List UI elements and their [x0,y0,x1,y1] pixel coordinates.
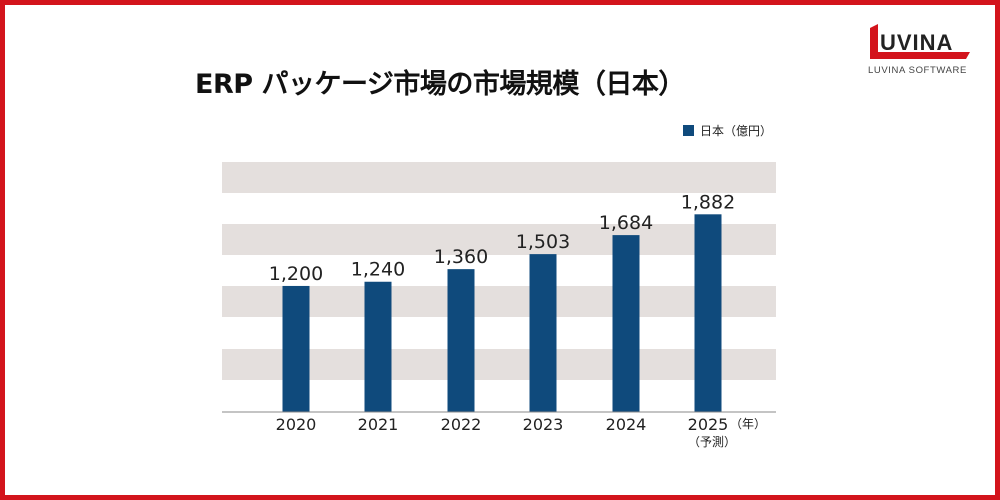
grid-band [222,162,776,193]
grid-band [222,286,776,317]
legend-swatch [683,125,694,136]
x-tick-label: 2025 [688,415,729,434]
data-label: 1,200 [269,263,323,285]
grid-band [222,224,776,255]
bar-2022 [447,269,475,412]
forecast-note: （予測） [688,435,736,449]
bar-2025 [694,214,722,412]
x-axis-unit: （年） [730,417,766,431]
data-label: 1,684 [599,212,653,234]
bar-2024 [612,235,640,412]
legend: 日本（億円） [683,122,772,139]
svg-text:UVINA: UVINA [880,30,953,55]
x-tick-label: 2022 [441,415,482,434]
grid-band [222,349,776,380]
data-label: 1,503 [516,231,570,253]
luvina-logo: UVINA LUVINA SOFTWARE [868,24,970,76]
x-tick-label: 2023 [523,415,564,434]
data-label: 1,882 [681,191,735,213]
x-tick-label: 2020 [276,415,317,434]
data-label: 1,240 [351,259,405,281]
chart-title: ERP パッケージ市場の市場規模（日本） [195,69,685,100]
x-tick-label: 2021 [358,415,399,434]
data-label: 1,360 [434,246,488,268]
bar-2020 [282,285,310,412]
bar-2023 [529,254,557,412]
legend-label: 日本（億円） [700,124,773,138]
x-tick-label: 2024 [606,415,647,434]
svg-text:LUVINA SOFTWARE: LUVINA SOFTWARE [868,65,967,76]
bar-2021 [364,281,392,412]
